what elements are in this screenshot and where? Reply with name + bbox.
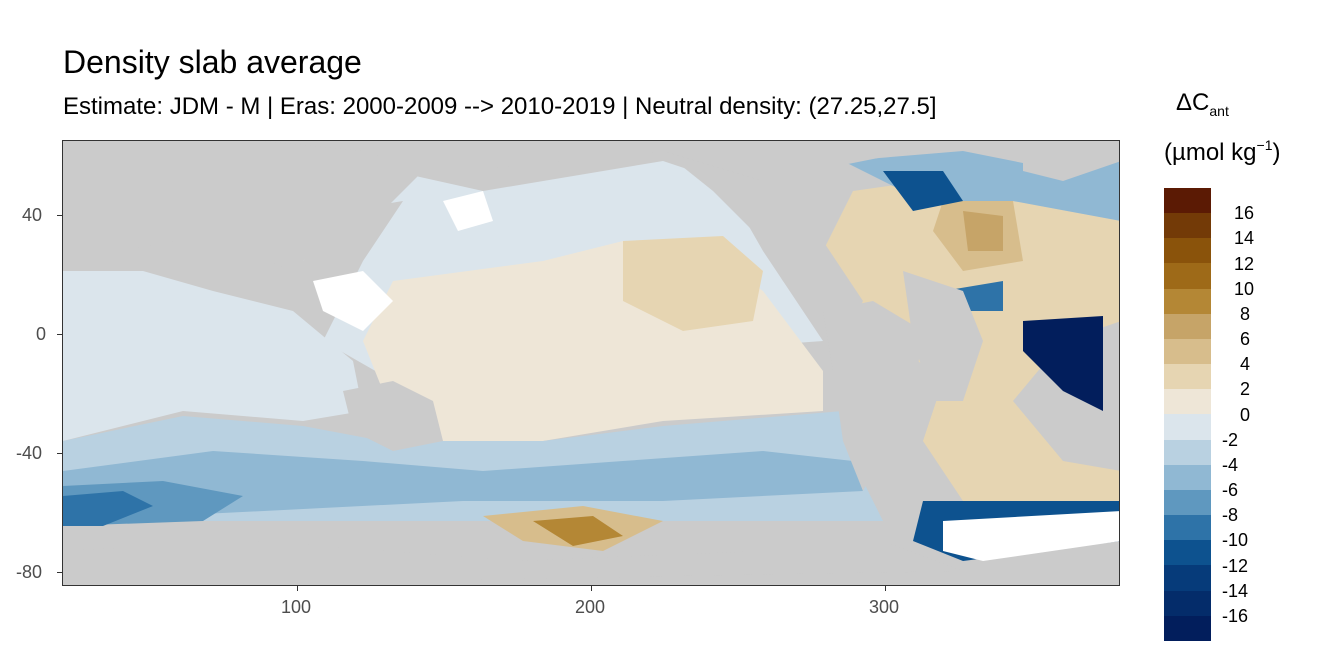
legend-label: 6 [1240, 329, 1251, 349]
legend-label: 8 [1240, 303, 1251, 324]
no-data-areas [313, 191, 1119, 561]
legend-label: 10 [1234, 278, 1255, 299]
map-panel [62, 140, 1120, 586]
legend-label: 4 [1240, 354, 1251, 375]
legend-color-step [1164, 439, 1211, 465]
y-tick-label: 0 [36, 324, 47, 344]
legend-label: -10 [1222, 530, 1249, 551]
legend-color-step [1164, 515, 1211, 541]
x-tick-label: 300 [869, 597, 900, 617]
map-subtitle: Estimate: JDM - M | Eras: 2000-2009 --> … [63, 93, 937, 120]
map-title: Density slab average [63, 44, 362, 80]
legend-color-step [1164, 414, 1211, 440]
y-tick-mark [57, 334, 62, 335]
legend-color-step [1164, 464, 1211, 490]
y-tick-label: -80 [16, 562, 43, 582]
x-tick-mark [297, 586, 298, 591]
legend-color-step [1164, 565, 1211, 591]
legend-label: -12 [1222, 555, 1249, 576]
legend-color-step [1164, 238, 1211, 264]
legend-label: -8 [1222, 505, 1239, 526]
y-tick-label: -40 [16, 443, 43, 463]
legend-label: 12 [1234, 253, 1255, 274]
legend-title: ΔCant [1176, 89, 1229, 119]
legend-color-step [1164, 389, 1211, 415]
legend-color-step [1164, 364, 1211, 390]
legend-label: 16 [1234, 203, 1255, 224]
legend-color-step [1164, 188, 1211, 214]
x-tick-mark [885, 586, 886, 591]
legend-color-step [1164, 489, 1211, 516]
legend-label: -6 [1222, 480, 1239, 500]
legend-color-step [1164, 213, 1211, 239]
legend-color-step [1164, 313, 1211, 339]
legend-color-step [1164, 338, 1211, 365]
legend-color-step [1164, 288, 1211, 314]
legend-label: -16 [1222, 605, 1249, 626]
legend-color-step [1164, 263, 1211, 289]
y-tick-mark [57, 453, 62, 454]
ocean-field [63, 141, 1119, 585]
legend-label: 0 [1240, 404, 1251, 425]
legend-label: -14 [1222, 580, 1249, 601]
legend-color-step [1164, 590, 1211, 616]
y-tick-mark [57, 215, 62, 216]
y-tick-mark [57, 572, 62, 573]
x-tick-label: 100 [281, 597, 312, 617]
legend-color-step [1164, 615, 1211, 641]
land-masses [63, 141, 1119, 585]
x-tick-label: 200 [575, 597, 606, 617]
legend-label: -2 [1222, 429, 1239, 450]
legend-label: 14 [1234, 228, 1255, 249]
legend-color-step [1164, 540, 1211, 566]
legend-unit: (µmol kg−1) [1164, 137, 1281, 166]
x-tick-mark [591, 586, 592, 591]
legend-colorbar [1164, 188, 1211, 641]
ocean-regions [63, 151, 1119, 561]
legend-label: 2 [1240, 379, 1251, 400]
legend-label: -4 [1222, 454, 1239, 475]
y-tick-label: 40 [22, 205, 43, 225]
